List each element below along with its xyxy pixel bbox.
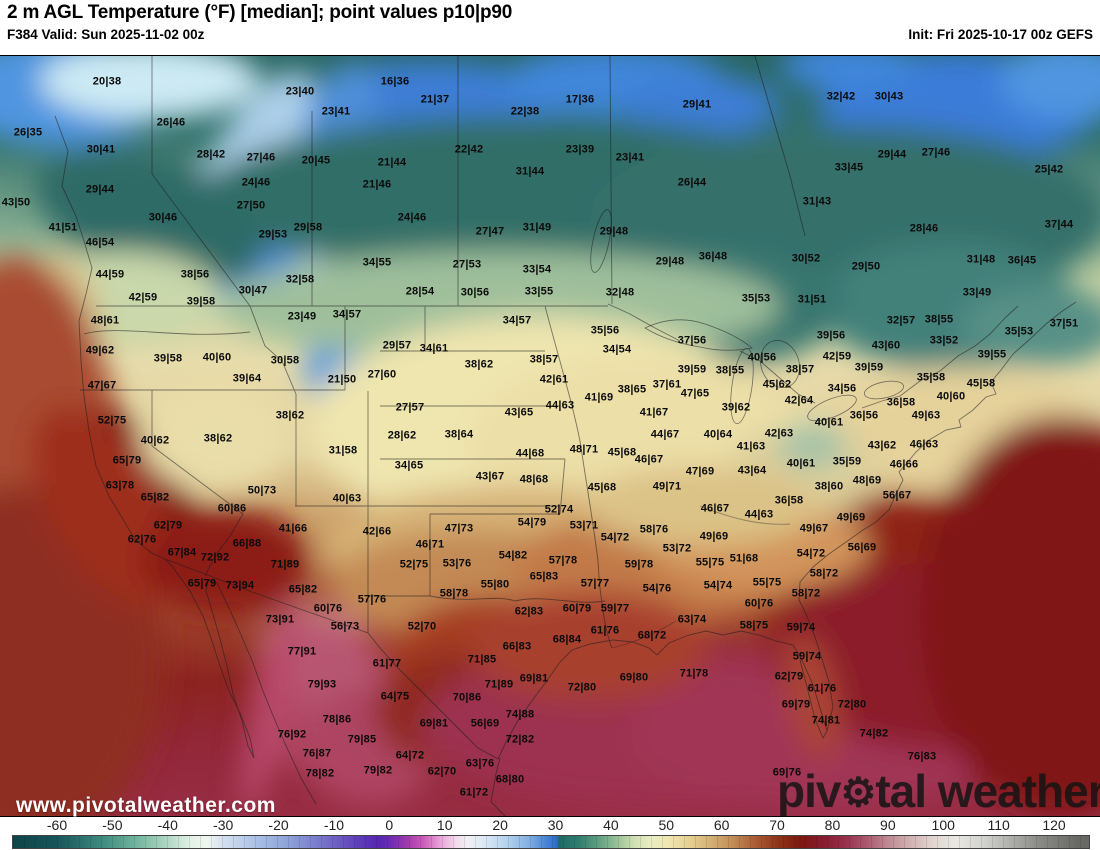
colorbar-tick-label: 70 bbox=[769, 817, 785, 833]
lakes bbox=[590, 209, 905, 425]
watermark: www.pivotalweather.com bbox=[16, 794, 276, 817]
colorbar-tick-label: 110 bbox=[987, 817, 1010, 833]
colorbar-tick-label: 40 bbox=[603, 817, 619, 833]
map-background bbox=[0, 56, 1100, 816]
colorbar-tick-label: -50 bbox=[102, 817, 123, 833]
valid-time-label: F384 Valid: Sun 2025-11-02 00z bbox=[7, 27, 205, 42]
colorbar-tick-label: 100 bbox=[931, 817, 955, 833]
logo-text-right: tal weather bbox=[875, 765, 1100, 817]
map-borders bbox=[54, 56, 1077, 816]
temperature-field bbox=[0, 56, 1100, 816]
colorbar: -60 -50 -40 -30 -20 -10 0 10 20 30 40 50 60 70 80 90 100… bbox=[0, 817, 1100, 850]
page-title: 2 m AGL Temperature (°F) [median]; point… bbox=[7, 2, 513, 23]
colorbar-tick-label: 80 bbox=[824, 817, 841, 833]
logo-text-left: piv bbox=[777, 765, 841, 817]
colorbar-tick-label: 20 bbox=[492, 817, 508, 833]
colorbar-tick-label: 90 bbox=[880, 817, 896, 833]
colorbar-tick-label: 50 bbox=[658, 817, 675, 833]
header: 2 m AGL Temperature (°F) [median]; point… bbox=[0, 0, 1100, 55]
colorbar-tick-label: -30 bbox=[213, 817, 234, 833]
colorbar-tick-label: -10 bbox=[323, 817, 345, 833]
temperature-map bbox=[0, 55, 1100, 817]
init-time-label: Init: Fri 2025-10-17 00z GEFS bbox=[908, 27, 1093, 42]
colorbar-tick-label: 60 bbox=[713, 817, 730, 833]
colorbar-tick-label: -40 bbox=[157, 817, 178, 833]
colorbar-tick-label: 120 bbox=[1042, 817, 1066, 833]
colorbar-tick-label: -20 bbox=[268, 817, 289, 833]
colorbar-tick-label: 10 bbox=[436, 817, 453, 833]
header-subrow: F384 Valid: Sun 2025-11-02 00z Init: Fri… bbox=[7, 27, 1093, 42]
colorbar-gradient bbox=[12, 835, 1090, 849]
colorbar-tick-label: -60 bbox=[46, 817, 68, 833]
pivotal-weather-logo: piv⚙tal weather bbox=[777, 768, 1100, 814]
colorbar-tick-label: 0 bbox=[385, 817, 394, 833]
gear-icon: ⚙ bbox=[840, 771, 876, 815]
colorbar-tick-label: 30 bbox=[547, 817, 564, 833]
